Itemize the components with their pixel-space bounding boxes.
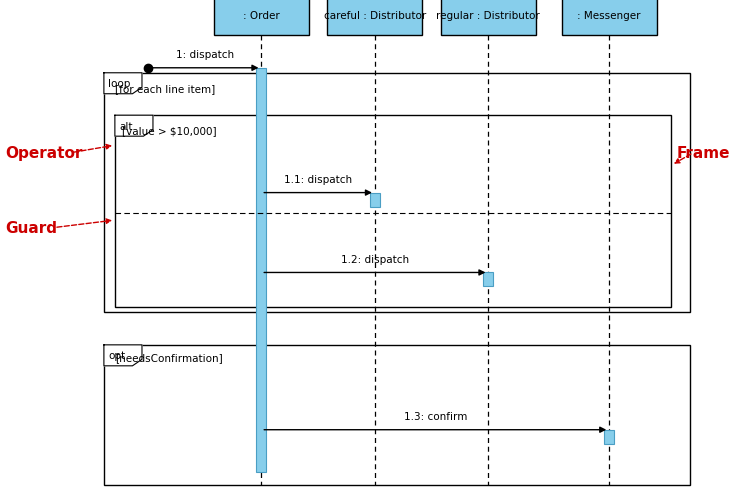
Text: [for each line item]: [for each line item] xyxy=(115,84,215,94)
Bar xyxy=(104,345,689,484)
Text: [value > $10,000]: [value > $10,000] xyxy=(122,126,217,136)
Text: loop: loop xyxy=(108,79,131,89)
Text: [needsConfirmation]: [needsConfirmation] xyxy=(115,353,223,363)
Polygon shape xyxy=(104,345,142,366)
Bar xyxy=(562,0,657,36)
Text: 1.3: confirm: 1.3: confirm xyxy=(404,411,467,421)
Bar xyxy=(327,0,423,36)
Text: : Order: : Order xyxy=(243,12,280,22)
Bar xyxy=(115,116,671,308)
Text: careful : Distributor: careful : Distributor xyxy=(323,12,426,22)
Text: regular : Distributor: regular : Distributor xyxy=(437,12,540,22)
Text: : Messenger: : Messenger xyxy=(578,12,641,22)
Bar xyxy=(483,273,493,287)
Text: Guard: Guard xyxy=(5,220,57,235)
Text: 1.2: dispatch: 1.2: dispatch xyxy=(341,255,409,265)
Text: alt: alt xyxy=(119,121,133,131)
Text: 1.1: dispatch: 1.1: dispatch xyxy=(284,175,352,185)
Polygon shape xyxy=(115,116,153,137)
Bar xyxy=(370,193,380,207)
Polygon shape xyxy=(104,74,142,95)
Bar xyxy=(214,0,309,36)
Bar xyxy=(604,430,614,444)
Bar xyxy=(104,74,689,313)
Text: Operator: Operator xyxy=(5,146,82,161)
Bar xyxy=(257,69,267,472)
Text: 1: dispatch: 1: dispatch xyxy=(176,50,234,60)
Bar xyxy=(441,0,536,36)
Text: opt: opt xyxy=(108,351,126,361)
Text: Frame: Frame xyxy=(676,146,730,161)
